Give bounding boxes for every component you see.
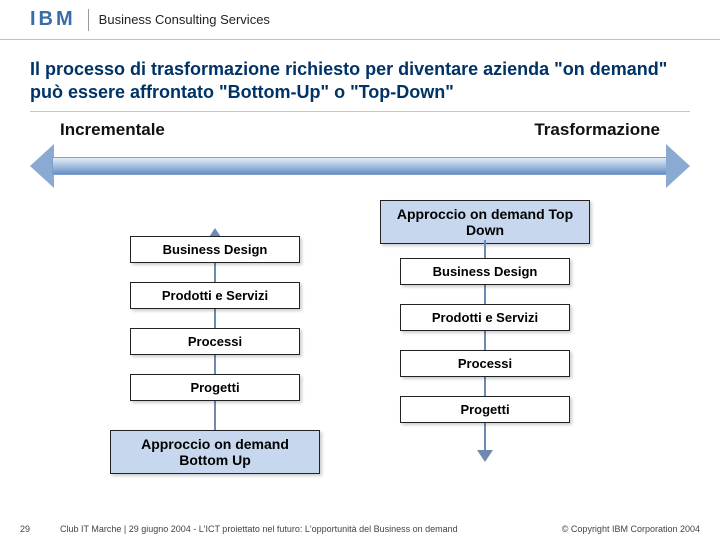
right-arrow-head-icon — [477, 450, 493, 462]
spectrum-left: Incrementale — [60, 120, 165, 140]
page-title: Il processo di trasformazione richiesto … — [0, 40, 720, 111]
spectrum-right: Trasformazione — [534, 120, 660, 140]
footer-copyright: © Copyright IBM Corporation 2004 — [562, 524, 700, 534]
diagram-area: Business Design Prodotti e Servizi Proce… — [30, 200, 690, 500]
header-bar: IBM Business Consulting Services — [0, 0, 720, 40]
left-box-3: Progetti — [130, 374, 300, 401]
right-box-3: Progetti — [400, 396, 570, 423]
arrow-head-left-icon — [30, 144, 54, 188]
title-underline — [30, 111, 690, 112]
left-box-2: Processi — [130, 328, 300, 355]
header-subtitle: Business Consulting Services — [99, 12, 270, 27]
footer-text: Club IT Marche | 29 giugno 2004 - L'ICT … — [60, 524, 562, 534]
left-approach-box: Approccio on demand Bottom Up — [110, 430, 320, 474]
header-divider — [88, 9, 89, 31]
spectrum-arrow — [30, 144, 690, 190]
arrow-bar — [52, 157, 668, 175]
left-box-0: Business Design — [130, 236, 300, 263]
right-approach-box: Approccio on demand Top Down — [380, 200, 590, 244]
right-box-1: Prodotti e Servizi — [400, 304, 570, 331]
spectrum-labels: Incrementale Trasformazione — [0, 120, 720, 140]
left-box-1: Prodotti e Servizi — [130, 282, 300, 309]
arrow-head-right-icon — [666, 144, 690, 188]
right-box-0: Business Design — [400, 258, 570, 285]
footer: 29 Club IT Marche | 29 giugno 2004 - L'I… — [0, 524, 720, 534]
right-box-2: Processi — [400, 350, 570, 377]
page-number: 29 — [20, 524, 60, 534]
ibm-logo: IBM — [30, 8, 88, 31]
